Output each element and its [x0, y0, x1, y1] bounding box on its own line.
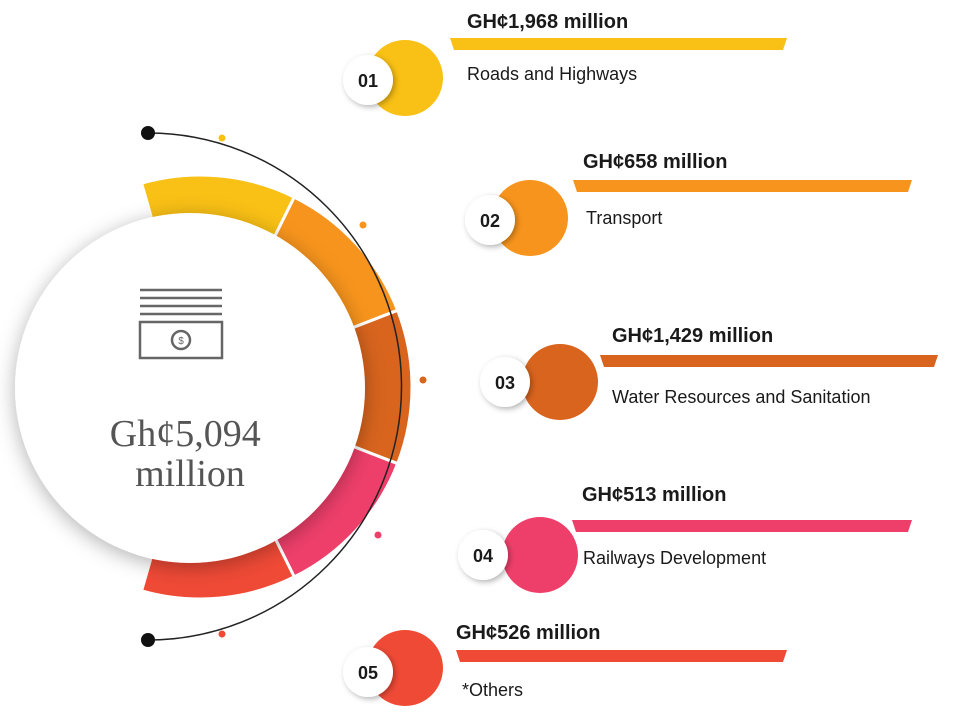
- total-line: million: [135, 453, 245, 495]
- item-amount: GH¢1,968 million: [467, 11, 628, 33]
- item-amount: GH¢526 million: [456, 622, 601, 644]
- total-text: Gh¢5,094 million: [110, 413, 270, 495]
- item-bar: [450, 38, 787, 50]
- item-bar: [573, 180, 912, 192]
- item-number: 05: [358, 663, 378, 683]
- total-line: Gh¢5,094: [110, 413, 261, 455]
- arc-dot: [218, 630, 226, 638]
- arc-dot: [419, 376, 427, 384]
- number-circle: [465, 195, 515, 245]
- item-number: 01: [358, 71, 378, 91]
- item-label: *Others: [462, 680, 523, 700]
- center-circle: [15, 213, 365, 563]
- item-number: 03: [495, 373, 515, 393]
- arc-end-dot: [141, 126, 155, 140]
- arc-dot: [359, 221, 367, 229]
- item-label: Transport: [586, 208, 662, 228]
- arc-dot: [218, 134, 226, 142]
- number-circle: [343, 647, 393, 697]
- item-bar: [572, 520, 912, 532]
- item-amount: GH¢658 million: [583, 151, 728, 173]
- arc-end-dot: [141, 633, 155, 647]
- item-circle: [502, 517, 578, 593]
- number-circle: [480, 357, 530, 407]
- item-amount: GH¢513 million: [582, 484, 727, 506]
- item-label: Water Resources and Sanitation: [612, 387, 870, 407]
- money-icon: $: [138, 288, 224, 360]
- svg-text:$: $: [178, 336, 184, 347]
- outer-arc: [147, 132, 403, 641]
- items: 01 GH¢1,968 million Roads and Highways 02 GH…: [218, 11, 938, 706]
- item-label: Roads and Highways: [467, 64, 637, 84]
- number-circle: [458, 530, 508, 580]
- number-circle: [343, 55, 393, 105]
- item-label: Railways Development: [583, 548, 766, 568]
- item-circle: [522, 344, 598, 420]
- item-circle: [492, 180, 568, 256]
- item-number: 04: [473, 546, 493, 566]
- arc-dot: [374, 531, 382, 539]
- item-number: 02: [480, 211, 500, 231]
- item-bar: [600, 355, 938, 367]
- item-bar: [456, 650, 787, 662]
- item-amount: GH¢1,429 million: [612, 325, 773, 347]
